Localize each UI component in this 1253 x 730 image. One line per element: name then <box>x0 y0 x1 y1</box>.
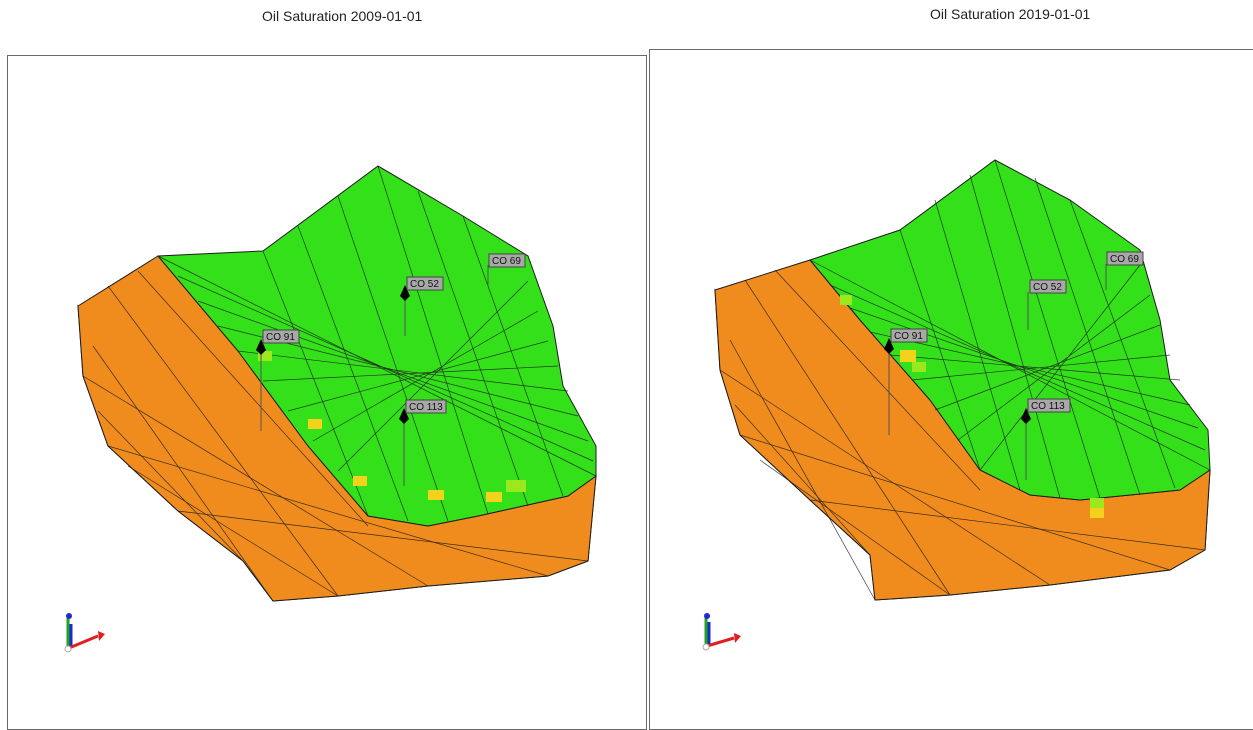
well-label: CO 69 <box>1110 254 1139 265</box>
viewport-2019[interactable]: CO 91 CO 52 CO 113 CO 69 <box>649 49 1253 730</box>
well-co91[interactable]: CO 91 <box>884 328 928 435</box>
well-marker-icon <box>399 408 409 424</box>
well-label: CO 113 <box>1031 401 1065 412</box>
well-co52[interactable]: CO 52 <box>400 276 444 336</box>
well-marker-icon <box>1021 408 1031 424</box>
well-co52[interactable]: CO 52 <box>1027 279 1067 330</box>
well-label: CO 52 <box>1033 282 1062 293</box>
well-co113[interactable]: CO 113 <box>399 399 447 486</box>
well-co69[interactable]: CO 69 <box>487 253 526 286</box>
well-label: CO 69 <box>492 256 521 267</box>
panel-title-2009: Oil Saturation 2009-01-01 <box>262 8 423 24</box>
well-co113[interactable]: CO 113 <box>1021 398 1071 480</box>
well-marker-icon <box>400 285 410 301</box>
reservoir-model-2019[interactable]: CO 91 CO 52 CO 113 CO 69 <box>650 50 1253 729</box>
transition-cells <box>840 295 1104 518</box>
panel-title-2019: Oil Saturation 2019-01-01 <box>930 6 1091 22</box>
axis-triad-icon <box>64 613 105 653</box>
well-label: CO 52 <box>410 279 439 290</box>
viewport-2009[interactable]: CO 91 CO 52 CO 113 CO 69 <box>7 55 647 730</box>
well-co91[interactable]: CO 91 <box>256 329 300 431</box>
axis-triad-icon <box>702 613 741 651</box>
well-marker-icon <box>884 338 894 354</box>
well-label: CO 91 <box>266 332 295 343</box>
well-label: CO 113 <box>409 402 443 413</box>
reservoir-model-2009[interactable]: CO 91 CO 52 CO 113 CO 69 <box>8 56 646 729</box>
well-label: CO 91 <box>894 331 923 342</box>
well-co69[interactable]: CO 69 <box>1105 251 1144 290</box>
well-marker-icon <box>256 339 266 355</box>
transition-cells <box>258 351 526 502</box>
